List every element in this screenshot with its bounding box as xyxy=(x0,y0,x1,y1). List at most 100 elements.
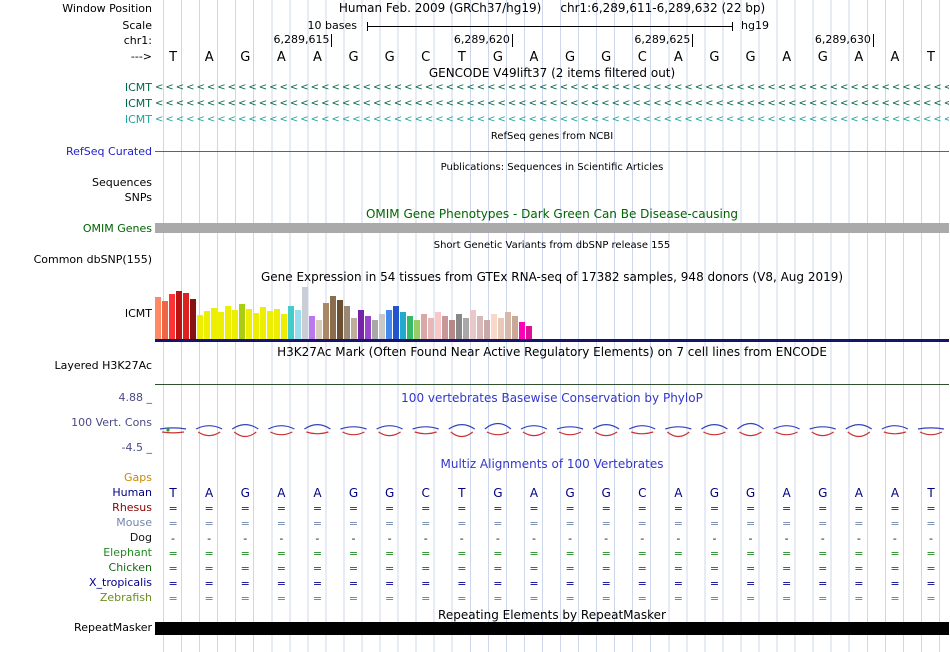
track-label-omim-genes[interactable]: OMIM Genes xyxy=(82,222,152,235)
gtex-bar-chart[interactable] xyxy=(155,287,533,339)
gtex-tissue-bar[interactable] xyxy=(211,308,217,339)
track-label-repeatmasker[interactable]: RepeatMasker xyxy=(74,621,152,634)
gtex-tissue-bar[interactable] xyxy=(246,309,252,339)
gtex-tissue-bar[interactable] xyxy=(162,301,168,339)
gtex-tissue-bar[interactable] xyxy=(253,313,259,339)
gtex-tissue-bar[interactable] xyxy=(512,316,518,339)
track-label-species-mouse[interactable]: Mouse xyxy=(116,516,152,529)
gencode-transcript-arrows[interactable]: <<<<<<<<<<<<<<<<<<<<<<<<<<<<<<<<<<<<<<<<… xyxy=(155,114,949,125)
alignment-mark: - xyxy=(423,532,428,545)
gtex-tissue-bar[interactable] xyxy=(169,294,175,339)
repeatmasker-element-bar[interactable] xyxy=(155,622,949,635)
gtex-tissue-bar[interactable] xyxy=(351,318,357,339)
gtex-tissue-bar[interactable] xyxy=(239,304,245,339)
track-label-species-elephant[interactable]: Elephant xyxy=(103,546,152,559)
gtex-tissue-bar[interactable] xyxy=(155,297,161,339)
gtex-tissue-bar[interactable] xyxy=(344,306,350,339)
track-label-species-human[interactable]: Human xyxy=(112,486,152,499)
track-label-gencode-transcript[interactable]: ICMT xyxy=(124,113,152,126)
gtex-tissue-bar[interactable] xyxy=(204,311,210,339)
gtex-tissue-bar[interactable] xyxy=(379,314,385,339)
gencode-transcript-arrows[interactable]: <<<<<<<<<<<<<<<<<<<<<<<<<<<<<<<<<<<<<<<<… xyxy=(155,98,949,109)
gtex-tissue-bar[interactable] xyxy=(526,326,532,339)
gtex-tissue-bar[interactable] xyxy=(463,318,469,339)
gtex-tissue-bar[interactable] xyxy=(498,318,504,339)
gtex-tissue-bar[interactable] xyxy=(477,316,483,339)
gtex-tissue-bar[interactable] xyxy=(484,320,490,339)
track-label-species-dog[interactable]: Dog xyxy=(129,531,152,544)
gtex-tissue-bar[interactable] xyxy=(358,310,364,339)
gtex-tissue-bar[interactable] xyxy=(218,312,224,339)
gtex-tissue-bar[interactable] xyxy=(176,291,182,339)
gtex-tissue-bar[interactable] xyxy=(442,316,448,339)
gtex-tissue-bar[interactable] xyxy=(232,310,238,339)
multiz-alignment-row[interactable]: = = = = = = = = = = = = = = = = = = = = = = xyxy=(155,591,949,606)
gtex-tissue-bar[interactable] xyxy=(288,306,294,339)
gtex-tissue-bar[interactable] xyxy=(428,318,434,339)
track-label-snps[interactable]: SNPs xyxy=(124,191,152,204)
track-label-gaps[interactable]: Gaps xyxy=(124,471,152,484)
gtex-tissue-bar[interactable] xyxy=(337,300,343,339)
gtex-tissue-bar[interactable] xyxy=(435,312,441,339)
track-label-gtex-icmt[interactable]: ICMT xyxy=(124,307,152,320)
gtex-tissue-bar[interactable] xyxy=(281,314,287,339)
track-label-species-rhesus[interactable]: Rhesus xyxy=(112,501,152,514)
gtex-tissue-bar[interactable] xyxy=(260,307,266,339)
multiz-alignment-row[interactable]: = = = = = = = = = = = = = = = = = = = = = = xyxy=(155,561,949,576)
gtex-tissue-bar[interactable] xyxy=(449,320,455,339)
track-label-species-zebrafish[interactable]: Zebrafish xyxy=(99,591,152,604)
gtex-tissue-bar[interactable] xyxy=(393,306,399,339)
gtex-tissue-bar[interactable] xyxy=(407,316,413,339)
track-label-species-x_tropicalis[interactable]: X_tropicalis xyxy=(88,576,152,589)
gtex-tissue-bar[interactable] xyxy=(302,287,308,339)
multiz-alignment-row[interactable]: = = = = = = = = = = = = = = = = = = = = = = xyxy=(155,516,949,531)
gtex-tissue-bar[interactable] xyxy=(470,310,476,339)
h3k27ac-signal-baseline[interactable] xyxy=(155,384,949,385)
gtex-tissue-bar[interactable] xyxy=(316,320,322,339)
gtex-tissue-bar[interactable] xyxy=(456,314,462,339)
gtex-tissue-bar[interactable] xyxy=(267,311,273,339)
refseq-curated-item[interactable] xyxy=(155,151,949,152)
omim-gene-bar[interactable] xyxy=(155,223,949,233)
gtex-tissue-bar[interactable] xyxy=(330,296,336,339)
alignment-mark: - xyxy=(279,532,284,545)
track-label-gencode-transcript[interactable]: ICMT xyxy=(124,97,152,110)
gtex-tissue-bar[interactable] xyxy=(386,310,392,339)
assembly-label: hg19 xyxy=(741,19,769,32)
gtex-tissue-bar[interactable] xyxy=(414,320,420,339)
multiz-alignment-row[interactable]: ---------------------- xyxy=(155,531,949,546)
gtex-tissue-bar[interactable] xyxy=(323,303,329,339)
gtex-tissue-bar[interactable] xyxy=(365,316,371,339)
gtex-tissue-bar[interactable] xyxy=(491,314,497,339)
gtex-tissue-bar[interactable] xyxy=(421,314,427,339)
track-label-100-vert-cons[interactable]: 100 Vert. Cons xyxy=(71,416,152,429)
track-label-species-chicken[interactable]: Chicken xyxy=(108,561,152,574)
gtex-tissue-bar[interactable] xyxy=(372,320,378,339)
gtex-tissue-bar[interactable] xyxy=(197,315,203,339)
publications-track-title: Publications: Sequences in Scientific Ar… xyxy=(440,162,664,173)
gtex-tissue-bar[interactable] xyxy=(190,299,196,339)
alignment-mark: = xyxy=(204,547,214,560)
gtex-tissue-bar[interactable] xyxy=(400,312,406,339)
alignment-mark: = xyxy=(493,577,503,590)
track-label-layered-h3k27ac[interactable]: Layered H3K27Ac xyxy=(54,359,152,372)
gtex-tissue-bar[interactable] xyxy=(295,310,301,339)
multiz-alignment-row[interactable]: = = = = = = = = = = = = = = = = = = = = = = xyxy=(155,576,949,591)
alignment-mark: = xyxy=(168,502,178,515)
track-label-refseq-curated[interactable]: RefSeq Curated xyxy=(66,145,152,158)
track-label-common-dbsnp[interactable]: Common dbSNP(155) xyxy=(33,253,152,266)
track-label-gencode-transcript[interactable]: ICMT xyxy=(124,81,152,94)
phylop-wiggle-plot[interactable] xyxy=(155,407,949,451)
gtex-tissue-bar[interactable] xyxy=(309,316,315,339)
gencode-transcript-arrows[interactable]: <<<<<<<<<<<<<<<<<<<<<<<<<<<<<<<<<<<<<<<<… xyxy=(155,82,949,93)
gtex-tissue-bar[interactable] xyxy=(183,293,189,339)
multiz-alignment-row[interactable]: = = = = = = = = = = = = = = = = = = = = = = xyxy=(155,501,949,516)
gtex-tissue-bar[interactable] xyxy=(505,312,511,339)
alignment-mark: - xyxy=(351,532,356,545)
track-label-sequences[interactable]: Sequences xyxy=(92,176,152,189)
gtex-tissue-bar[interactable] xyxy=(225,306,231,339)
multiz-alignment-row[interactable]: = = = = = = = = = = = = = = = = = = = = = = xyxy=(155,546,949,561)
gtex-tissue-bar[interactable] xyxy=(274,309,280,339)
gtex-tissue-bar[interactable] xyxy=(519,322,525,339)
